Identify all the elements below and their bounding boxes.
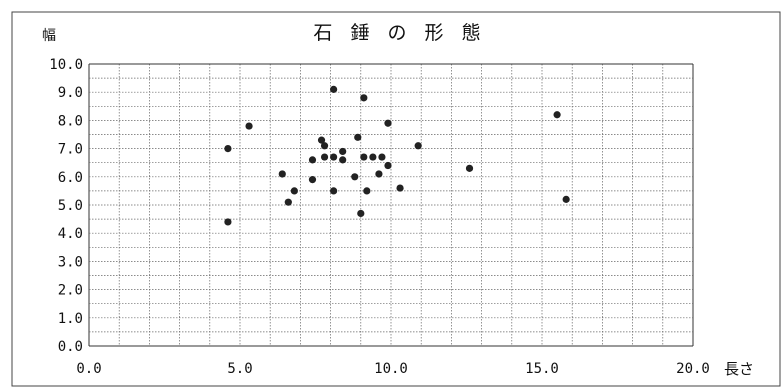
data-point <box>465 164 474 172</box>
data-point <box>369 153 377 161</box>
grid <box>88 63 694 347</box>
data-point <box>245 122 253 130</box>
y-tick-label: 2.0 <box>58 283 83 299</box>
y-tick-label: 0.0 <box>58 339 83 355</box>
data-point <box>396 184 404 192</box>
data-point <box>553 111 561 119</box>
data-point <box>375 170 383 178</box>
data-point <box>308 176 317 184</box>
y-axis-label: 幅 <box>42 28 56 44</box>
scatter-points <box>224 85 570 226</box>
y-tick-label: 7.0 <box>58 142 83 158</box>
data-point <box>317 136 326 144</box>
y-tick-label: 1.0 <box>58 311 83 327</box>
y-tick-label: 3.0 <box>58 254 83 270</box>
data-point <box>363 187 371 195</box>
y-tick-label: 5.0 <box>58 198 83 214</box>
data-point <box>330 153 338 161</box>
data-point <box>378 153 386 161</box>
y-tick-label: 6.0 <box>58 170 83 186</box>
x-tick-label: 0.0 <box>76 361 101 377</box>
data-point <box>284 198 292 206</box>
data-point <box>357 209 365 218</box>
data-point <box>290 187 298 195</box>
x-tick-label: 10.0 <box>374 361 408 377</box>
chart-border <box>11 11 781 387</box>
data-point <box>384 119 392 127</box>
data-point <box>308 156 317 164</box>
x-tick-label: 15.0 <box>525 361 559 377</box>
data-point <box>360 94 368 102</box>
data-point <box>384 161 392 170</box>
data-point <box>330 187 338 195</box>
y-tick-label: 8.0 <box>58 113 83 129</box>
data-point <box>414 142 422 150</box>
y-tick-label: 4.0 <box>58 226 83 242</box>
x-tick-label: 5.0 <box>227 361 252 377</box>
y-tick-labels: 0.0 1.0 2.0 3.0 4.0 5.0 6.0 7.0 8.0 9.0 10.0 <box>49 57 83 355</box>
x-tick-label: 20.0 <box>676 361 710 377</box>
data-point <box>339 147 347 156</box>
chart-title: 石 錘 の 形 態 <box>313 22 487 44</box>
y-tick-label: 10.0 <box>49 57 83 73</box>
data-point <box>320 153 329 161</box>
data-point <box>330 85 338 93</box>
data-point <box>351 173 359 181</box>
data-point <box>339 156 347 164</box>
data-point <box>224 145 232 153</box>
data-point <box>320 142 329 150</box>
data-point <box>224 218 232 226</box>
data-point <box>354 133 362 141</box>
y-tick-label: 9.0 <box>58 85 83 101</box>
data-point <box>278 170 286 178</box>
x-tick-labels: 0.0 5.0 10.0 15.0 20.0 <box>76 361 710 377</box>
data-point <box>360 153 368 161</box>
data-point <box>562 195 570 203</box>
x-axis-label: 長さ <box>724 360 755 378</box>
